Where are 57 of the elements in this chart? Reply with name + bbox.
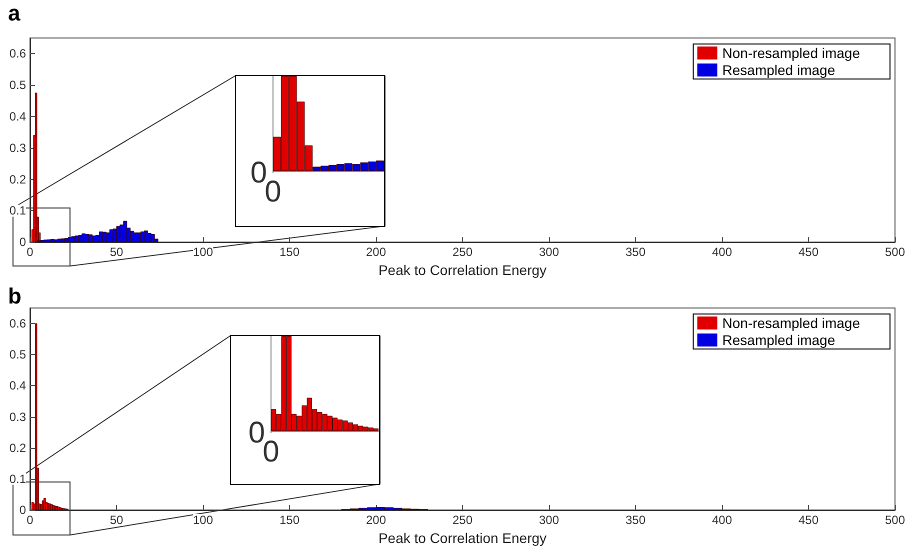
x-tick-label: 450 <box>798 245 819 260</box>
chart-title: b <box>8 284 22 308</box>
x-tick-label: 200 <box>366 245 386 260</box>
x-tick-label: 400 <box>712 245 732 260</box>
annotation: 0 <box>248 416 265 450</box>
x-tick-label: 50 <box>110 513 124 527</box>
x-tick-label: 450 <box>798 513 819 527</box>
x-tick-label: 350 <box>625 245 646 260</box>
y-tick-label: 0.1 <box>9 204 26 218</box>
x-axis-title: Peak to Correlation Energy <box>378 262 547 278</box>
bar <box>123 220 128 242</box>
bar <box>50 239 54 242</box>
x-tick-label: 500 <box>884 245 906 260</box>
x-axis-title: Peak to Correlation Energy <box>378 530 547 546</box>
y-tick-label: 0.5 <box>9 348 26 362</box>
legend-label: Resampled image <box>722 62 836 78</box>
y-tick-label: 0.1 <box>9 472 26 486</box>
y-tick-label: 0 <box>19 235 26 250</box>
x-tick-label: 400 <box>712 513 732 527</box>
y-tick-label: 0.4 <box>9 378 26 393</box>
bar <box>57 238 62 242</box>
x-tick-label: 150 <box>279 245 300 260</box>
x-tick-label: 300 <box>538 245 560 260</box>
y-tick-label: 0.6 <box>9 316 26 331</box>
x-tick-label: 100 <box>192 245 214 260</box>
annotation: 0 <box>250 156 267 190</box>
legend-label: Resampled image <box>722 332 836 348</box>
y-tick-label: 0 <box>19 503 26 517</box>
y-tick-label: 0.2 <box>9 172 26 186</box>
x-tick-label: 50 <box>110 245 124 260</box>
y-tick-label: 0.5 <box>9 78 26 92</box>
x-tick-label: 300 <box>538 513 560 527</box>
legend-label: Non-resampled image <box>722 45 860 61</box>
x-tick-label: 250 <box>452 513 473 527</box>
bar <box>71 236 76 242</box>
bar <box>147 233 152 242</box>
bar <box>68 237 72 242</box>
bar <box>144 230 148 242</box>
annotation: 0 <box>264 176 282 208</box>
bar <box>150 234 155 242</box>
x-tick-label: 100 <box>192 513 214 527</box>
y-tick-label: 0.4 <box>9 110 26 124</box>
bar <box>102 232 106 242</box>
legend-label: Non-resampled image <box>722 315 860 331</box>
x-tick-label: 200 <box>366 513 386 527</box>
x-tick-label: 350 <box>625 513 646 527</box>
y-tick-label: 0.3 <box>9 410 26 424</box>
annotation: 0 <box>262 436 280 468</box>
x-tick-label: 150 <box>279 513 300 527</box>
x-tick-label: 250 <box>452 245 473 260</box>
x-tick-label: 500 <box>884 513 906 527</box>
chart-title: a <box>8 0 21 26</box>
y-tick-label: 0.3 <box>9 140 26 155</box>
bar <box>88 234 93 242</box>
y-tick-label: 0.2 <box>9 440 26 455</box>
y-tick-label: 0.6 <box>9 46 26 61</box>
bar <box>44 240 48 242</box>
